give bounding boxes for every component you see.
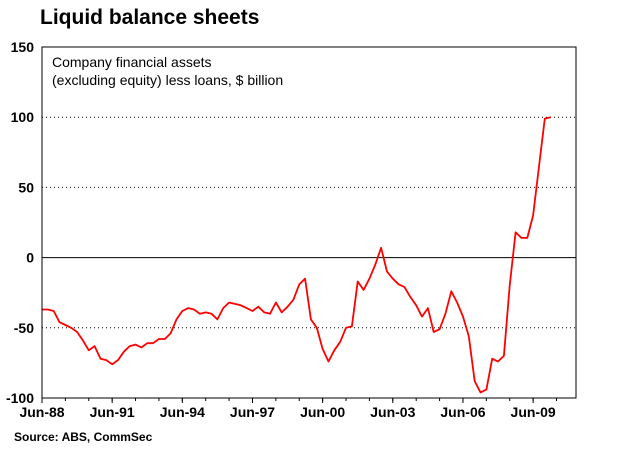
series-line	[42, 116, 551, 394]
y-tick-label: 150	[11, 39, 35, 55]
annotation-line-2: (excluding equity) less loans, $ billion	[52, 72, 283, 88]
x-tick-label: Jun-88	[19, 404, 64, 420]
source-note: Source: ABS, CommSec	[14, 430, 153, 444]
plot-frame	[41, 46, 577, 399]
annotation-line-1: Company financial assets	[52, 54, 212, 70]
series-lines	[42, 116, 551, 394]
y-tick-label: 0	[26, 250, 34, 266]
x-tick-label: Jun-94	[160, 404, 205, 420]
y-axis-ticks: 150 100 50 0 -50 -100	[6, 39, 34, 406]
x-tick-label: Jun-00	[300, 404, 345, 420]
x-tick-label: Jun-03	[370, 404, 415, 420]
x-tick-label: Jun-97	[230, 404, 275, 420]
x-tick-label: Jun-91	[90, 404, 135, 420]
x-axis-ticks: Jun-88 Jun-91 Jun-94 Jun-97 Jun-00 Jun-03 Jun-…	[19, 398, 558, 420]
chart-title: Liquid balance sheets	[40, 6, 260, 29]
y-tick-label: -100	[6, 390, 34, 406]
x-tick-label: Jun-06	[440, 404, 485, 420]
gridlines	[42, 116, 576, 329]
y-tick-label: 50	[18, 179, 34, 195]
y-tick-label: -50	[14, 320, 34, 336]
y-tick-label: 100	[11, 109, 35, 125]
x-tick-label: Jun-09	[511, 404, 556, 420]
